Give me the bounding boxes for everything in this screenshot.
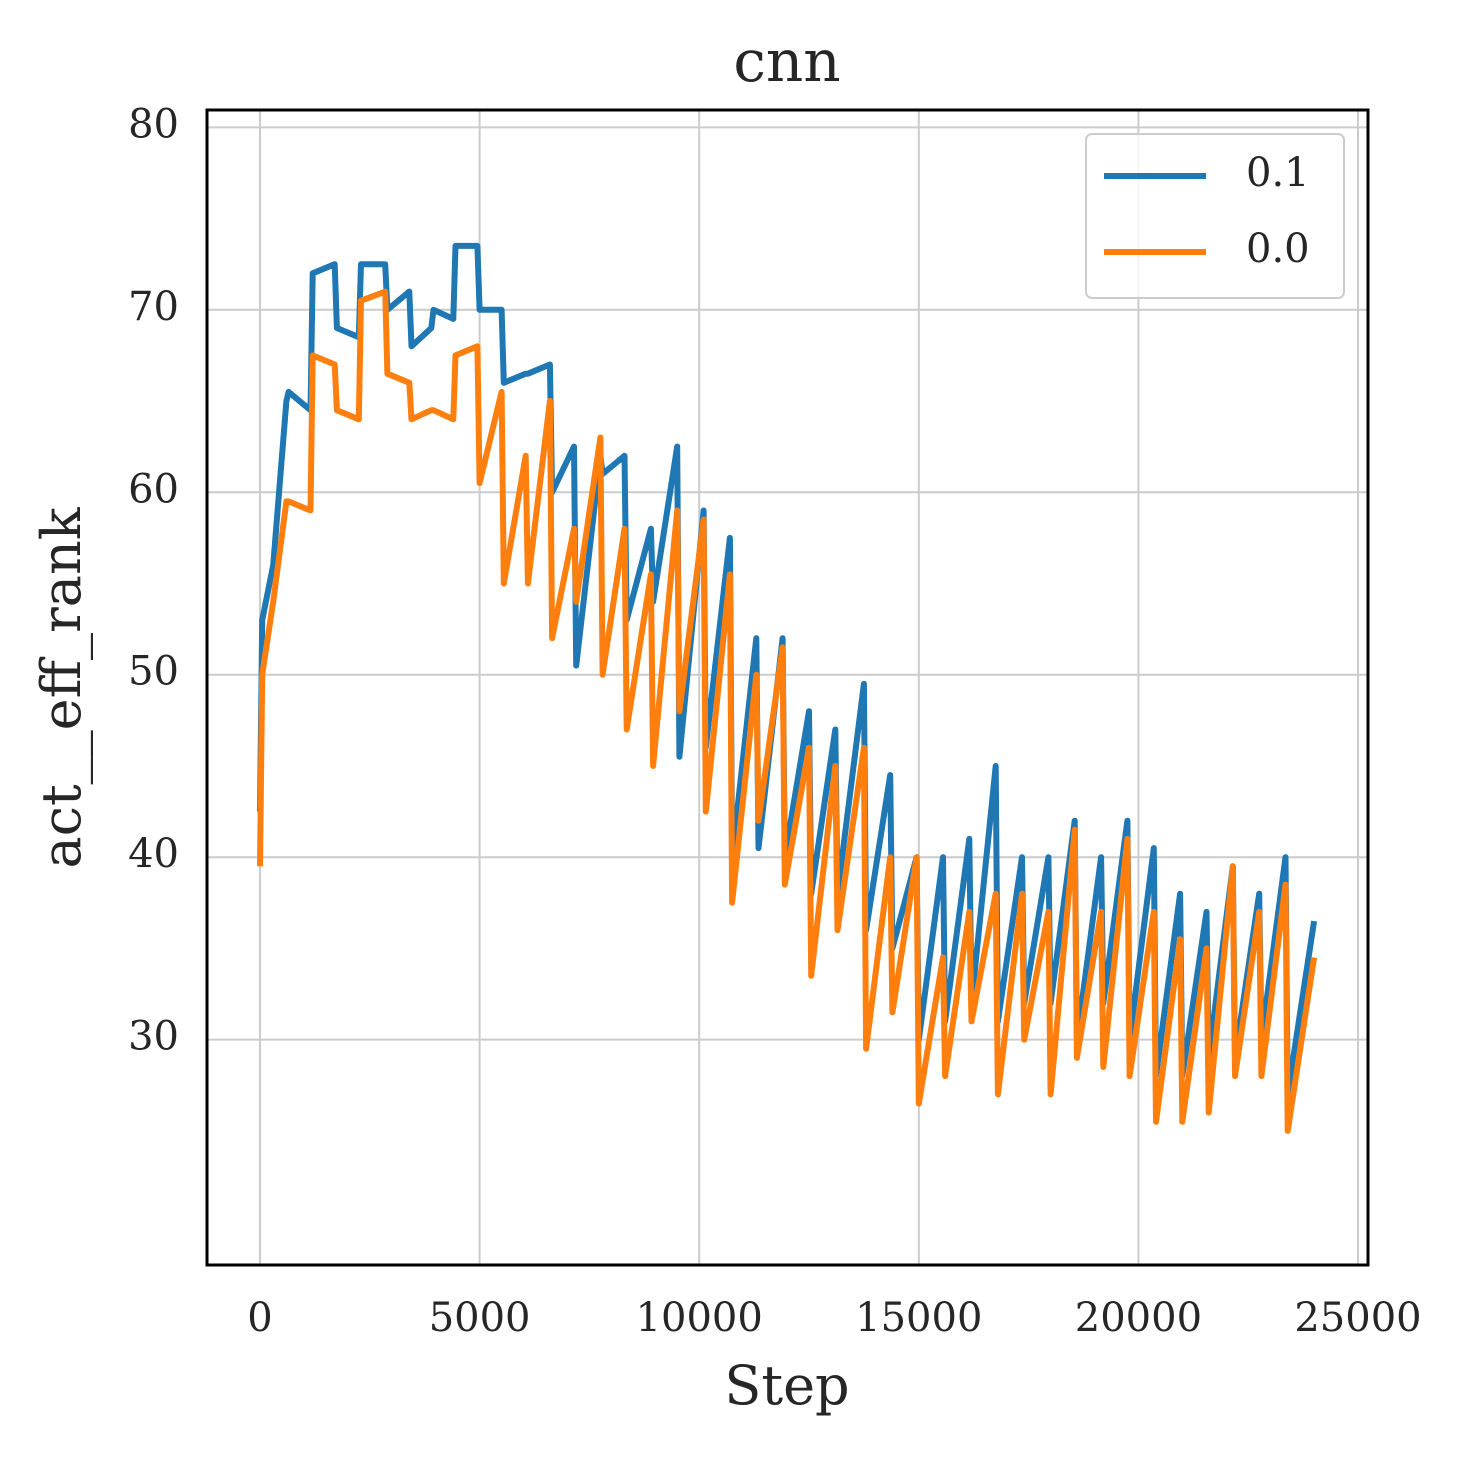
y-tick-label: 70 — [128, 284, 179, 330]
legend-label: 0.0 — [1246, 226, 1310, 272]
y-tick-label: 60 — [128, 466, 179, 512]
x-axis-label: Step — [724, 1354, 849, 1417]
y-axis-label: act__eff_rank — [30, 506, 93, 868]
y-tick-label: 80 — [128, 101, 179, 147]
y-tick-label: 30 — [128, 1014, 179, 1060]
x-tick-label: 20000 — [1075, 1295, 1202, 1341]
x-tick-label: 25000 — [1294, 1295, 1421, 1341]
x-tick-label: 10000 — [636, 1295, 763, 1341]
plot-frame — [205, 108, 1370, 1267]
legend-label: 0.1 — [1246, 150, 1310, 196]
y-tick-label: 40 — [128, 831, 179, 877]
chart-title: cnn — [733, 27, 840, 95]
x-tick-label: 5000 — [429, 1295, 531, 1341]
data-line — [257, 288, 1318, 1134]
y-tick-label: 50 — [128, 649, 179, 695]
legend: 0.1 0.0 — [1085, 133, 1345, 299]
x-tick-label: 0 — [247, 1295, 272, 1341]
x-tick-label: 15000 — [855, 1295, 982, 1341]
